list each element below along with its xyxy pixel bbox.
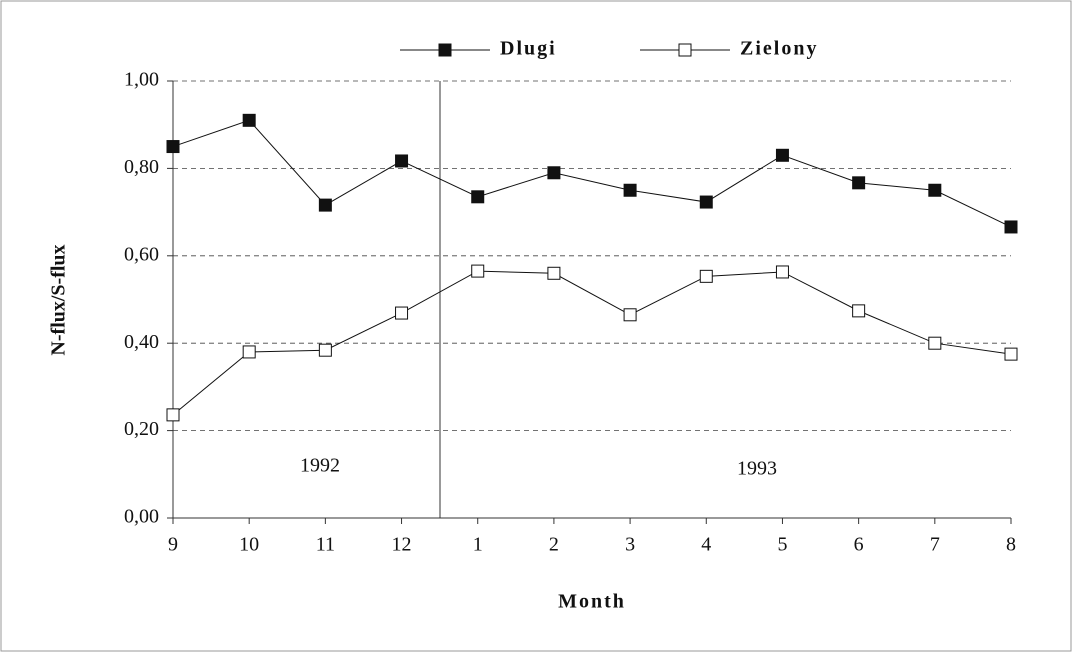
series-line [172, 270, 1012, 416]
x-tick-label: 4 [701, 534, 711, 556]
annotation: 1992 [300, 455, 340, 477]
marker [623, 308, 637, 322]
legend-label: Dlugi [500, 38, 557, 60]
marker [471, 264, 485, 278]
marker [166, 408, 180, 422]
marker [699, 269, 713, 283]
marker [1004, 347, 1018, 361]
x-tick-label: 6 [854, 534, 864, 556]
marker [775, 148, 789, 162]
y-tick-label: 1,00 [124, 69, 159, 91]
x-tick-label: 12 [392, 534, 412, 556]
marker [242, 113, 256, 127]
marker [318, 198, 332, 212]
legend-marker [438, 43, 452, 57]
x-axis-label: Month [558, 591, 626, 613]
x-tick-label: 3 [625, 534, 635, 556]
x-tick-label: 2 [549, 534, 559, 556]
marker [623, 183, 637, 197]
x-tick-label: 7 [930, 534, 940, 556]
marker [395, 306, 409, 320]
marker [547, 266, 561, 280]
annotation: 1993 [737, 458, 777, 480]
marker [699, 195, 713, 209]
y-tick-label: 0,80 [124, 156, 159, 178]
x-tick-label: 8 [1006, 534, 1016, 556]
legend-marker [678, 43, 692, 57]
y-tick-label: 0,20 [124, 418, 159, 440]
y-tick-label: 0,40 [124, 331, 159, 353]
marker [928, 336, 942, 350]
marker [547, 166, 561, 180]
y-tick-label: 0,60 [124, 243, 159, 265]
marker [318, 343, 332, 357]
y-tick-label: 0,00 [124, 506, 159, 528]
marker [166, 140, 180, 154]
series-line [172, 119, 1012, 228]
marker [928, 183, 942, 197]
marker [775, 265, 789, 279]
marker [395, 154, 409, 168]
x-tick-label: 1 [473, 534, 483, 556]
x-tick-label: 10 [239, 534, 259, 556]
marker [242, 345, 256, 359]
marker [852, 176, 866, 190]
x-tick-label: 5 [777, 534, 787, 556]
x-tick-label: 9 [168, 534, 178, 556]
marker [471, 190, 485, 204]
marker [852, 304, 866, 318]
x-tick-label: 11 [316, 534, 335, 556]
y-axis-label: N-flux/S-flux [48, 244, 70, 355]
marker [1004, 220, 1018, 234]
legend-label: Zielony [740, 38, 818, 60]
